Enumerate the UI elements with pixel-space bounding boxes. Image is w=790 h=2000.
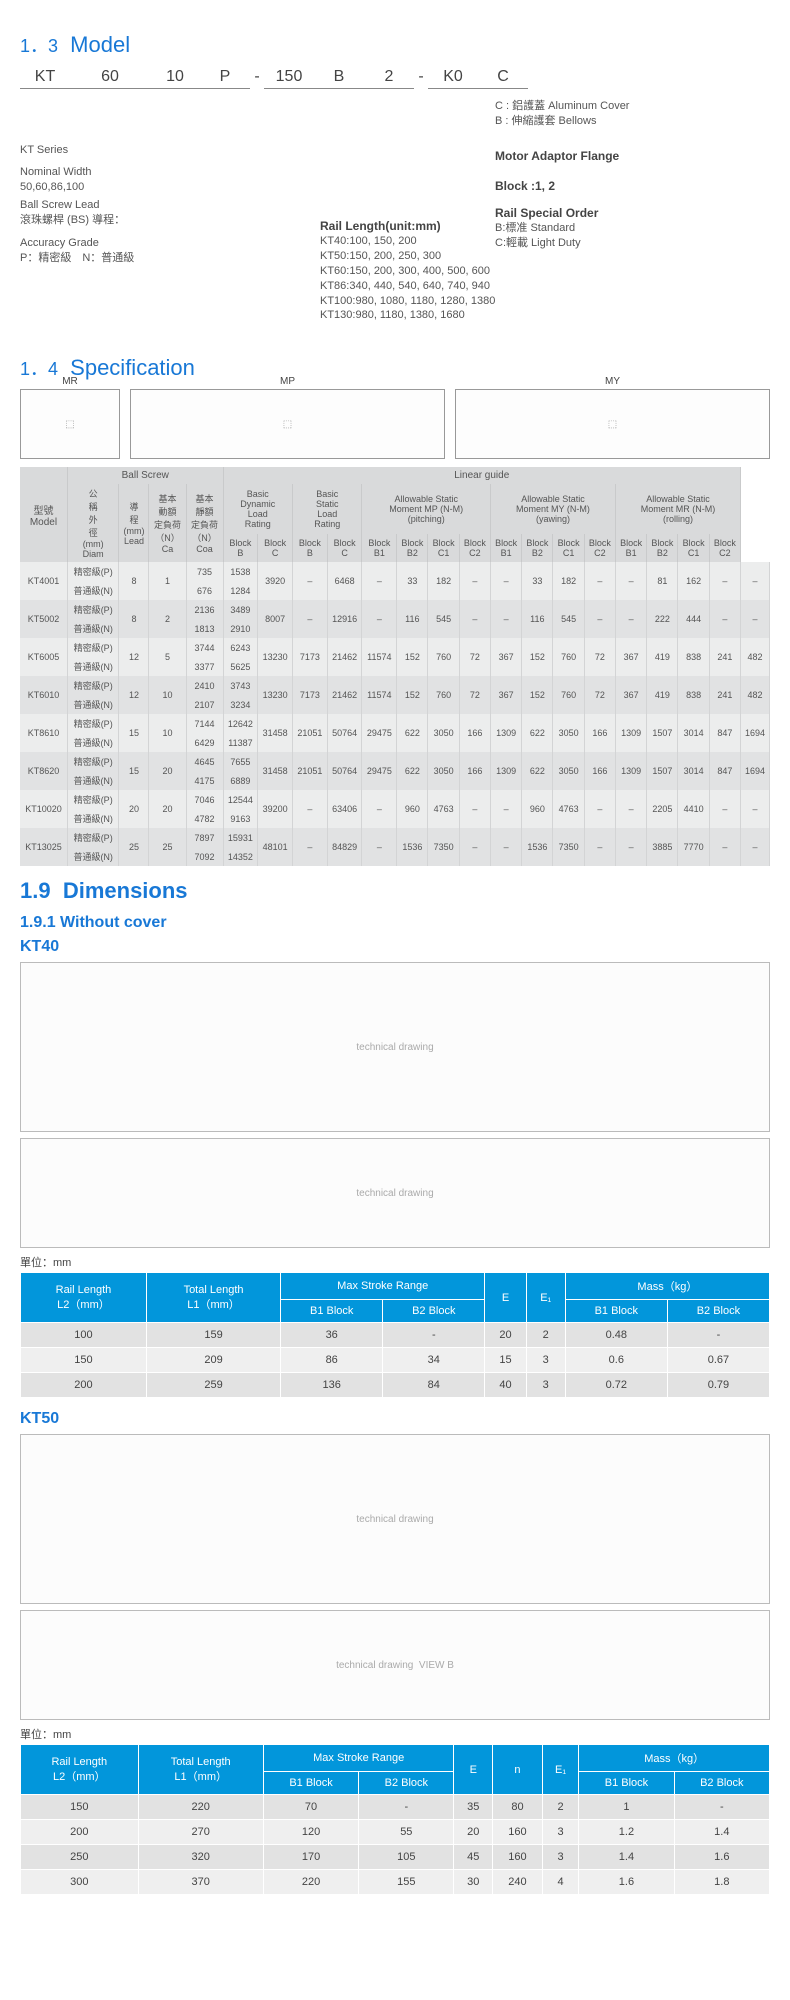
code-dash2: -	[414, 66, 428, 89]
diagram-my: MY⬚	[455, 389, 770, 459]
section-dim-title: 1.9 Dimensions	[20, 878, 770, 904]
spec-table: 型號 Model Ball Screw Linear guide 公 稱 外 徑…	[20, 467, 770, 866]
code-block: 2	[364, 66, 414, 89]
sub-without: 1.9.1 Without cover	[20, 914, 770, 932]
table-row: 200259136844030.720.79	[21, 1373, 770, 1398]
kt50-drawing-2: technical drawing VIEW B	[20, 1610, 770, 1720]
unit-label-2: 單位：mm	[20, 1726, 770, 1742]
code-len: 150	[264, 66, 314, 89]
desc-rail: Rail Length(unit:mm) KT40:100, 150, 200 …	[320, 218, 495, 323]
model-code-row: KT 60 10 P - 150 B 2 - K0 C	[20, 66, 770, 89]
kt50-drawing-1: technical drawing	[20, 1434, 770, 1604]
code-lead: 10	[150, 66, 200, 89]
spec-table-body: KT4001精密級(P)8173515383920–6468–33182––33…	[20, 562, 770, 866]
desc-acc: Accuracy Grade P：精密級 N：普通級	[20, 236, 134, 266]
kt40-drawing-1: technical drawing	[20, 962, 770, 1132]
kt50-table: Rail Length L2（mm） Total Length L1（mm） M…	[20, 1744, 770, 1895]
section-model-text: Model	[70, 32, 130, 57]
table-row: KT6010精密級(P)1210241037431323071732146211…	[20, 676, 770, 695]
desc-bs: Ball Screw Lead 滾珠螺桿 (BS) 導程：	[20, 198, 125, 228]
kt50-table-body: 15022070-358021-200270120552016031.21.42…	[21, 1795, 770, 1895]
spec-table-head: 型號 Model Ball Screw Linear guide 公 稱 外 徑…	[20, 467, 770, 562]
kt40-table: Rail Length L2（mm） Total Length L1（mm） M…	[20, 1272, 770, 1398]
table-row: 15022070-358021-	[21, 1795, 770, 1820]
code-kt: KT	[20, 66, 70, 89]
kt40-table-body: 10015936-2020.48-15020986341530.60.67200…	[21, 1323, 770, 1398]
table-row: KT5002精密級(P)82213634898007–12916–116545–…	[20, 600, 770, 619]
code-b: B	[314, 66, 364, 89]
table-row: KT13025精密級(P)252578971593148101–84829–15…	[20, 828, 770, 847]
table-row: KT6005精密級(P)1253744624313230717321462115…	[20, 638, 770, 657]
desc-cover: C : 鋁護蓋 Aluminum Cover B : 伸縮護套 Bellows	[495, 99, 629, 129]
section-spec-num: 1．4	[20, 359, 58, 379]
kt50-label: KT50	[20, 1410, 770, 1428]
desc-nominal: Nominal Width 50,60,86,100	[20, 165, 92, 195]
section-dim-num: 1.9	[20, 878, 51, 903]
table-row: 10015936-2020.48-	[21, 1323, 770, 1348]
diagram-mr: MR⬚	[20, 389, 120, 459]
table-row: 200270120552016031.21.4	[21, 1820, 770, 1845]
table-row: KT10020精密級(P)202070461254439200–63406–96…	[20, 790, 770, 809]
desc-series: KT Series	[20, 143, 68, 158]
table-row: KT4001精密級(P)8173515383920–6468–33182––33…	[20, 562, 770, 581]
section-dim-text: Dimensions	[63, 878, 188, 903]
table-row: 2503201701054516031.41.6	[21, 1845, 770, 1870]
diagram-mp: MP⬚	[130, 389, 445, 459]
code-width: 60	[70, 66, 150, 89]
unit-label-1: 單位：mm	[20, 1254, 770, 1270]
kt40-label: KT40	[20, 938, 770, 956]
table-row: 15020986341530.60.67	[21, 1348, 770, 1373]
kt40-drawing-2: technical drawing	[20, 1138, 770, 1248]
table-row: 3003702201553024041.61.8	[21, 1870, 770, 1895]
section-model-num: 1．3	[20, 36, 58, 56]
table-row: KT8610精密級(P)1510714412642314582105150764…	[20, 714, 770, 733]
model-desc-area: KT Series Nominal Width 50,60,86,100 Bal…	[20, 93, 770, 343]
desc-special: Rail Special Order B:標准 Standard C:輕載 Li…	[495, 205, 598, 251]
code-cover: C	[478, 66, 528, 89]
section-model-title: 1．3 Model	[20, 32, 770, 58]
section-spec-title: 1．4 Specification	[20, 355, 770, 381]
section-spec-text: Specification	[70, 355, 195, 380]
desc-block: Block :1, 2	[495, 178, 555, 194]
table-row: KT8620精密級(P)1520464576553145821051507642…	[20, 752, 770, 771]
desc-motor: Motor Adaptor Flange	[495, 148, 619, 164]
code-k0: K0	[428, 66, 478, 89]
code-grade: P	[200, 66, 250, 89]
spec-diagrams: MR⬚ MP⬚ MY⬚	[20, 389, 770, 459]
code-dash1: -	[250, 66, 264, 89]
